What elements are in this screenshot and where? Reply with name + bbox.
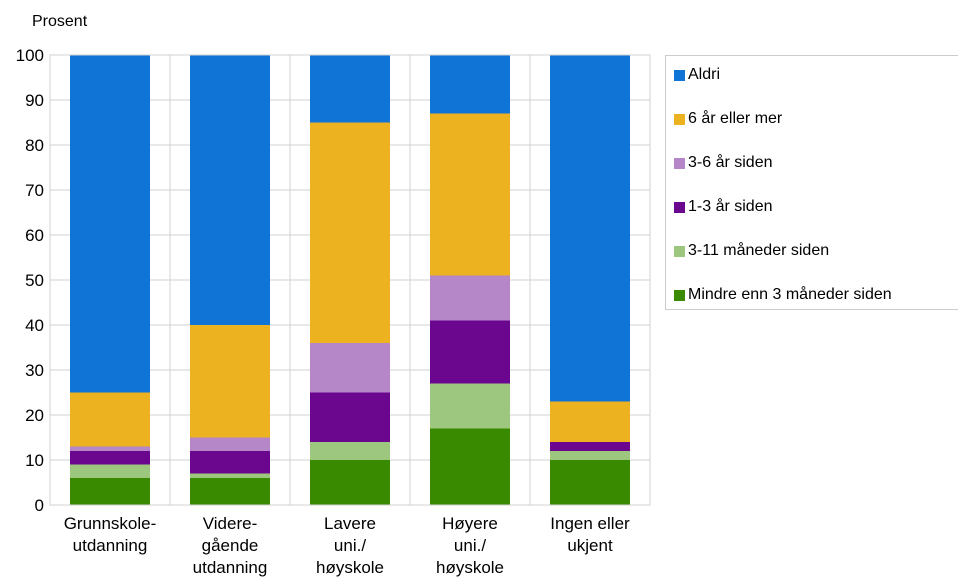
bar-segment bbox=[550, 55, 630, 402]
legend-item: Aldri bbox=[674, 66, 720, 84]
legend-label: 1-3 år siden bbox=[688, 198, 773, 215]
bar-segment bbox=[550, 442, 630, 451]
y-axis-ticks: 0 10 20 30 40 50 60 70 80 90 100 bbox=[16, 46, 44, 515]
y-tick-label: 100 bbox=[16, 46, 44, 65]
bar-segment bbox=[430, 113, 510, 276]
bar-segment bbox=[310, 392, 390, 442]
legend-label: 6 år eller mer bbox=[688, 110, 783, 127]
bar-segment bbox=[190, 451, 270, 474]
x-axis-ticks: Grunnskole-utdanning Videre-gående utdanni… bbox=[64, 514, 630, 577]
plot-area-border bbox=[49, 54, 651, 506]
legend-item: 6 år eller mer bbox=[674, 110, 782, 128]
y-tick-label: 80 bbox=[25, 136, 44, 155]
legend-swatch bbox=[674, 157, 685, 169]
legend-swatch bbox=[674, 289, 685, 301]
bar-segment bbox=[550, 401, 630, 442]
y-tick-label: 70 bbox=[25, 181, 44, 200]
legend-item: 3-11 måneder siden bbox=[674, 242, 829, 260]
legend-label: Aldri bbox=[688, 66, 721, 83]
bar-segment bbox=[70, 451, 150, 465]
bar-segment bbox=[550, 451, 630, 460]
bar-segment bbox=[310, 55, 390, 123]
bar-segment bbox=[190, 478, 270, 505]
bars bbox=[70, 55, 630, 505]
legend-item: 3-6 år siden bbox=[674, 154, 773, 172]
x-tick-label: Ingen eller ukjent bbox=[550, 514, 630, 555]
y-tick-label: 10 bbox=[25, 451, 44, 470]
x-tick-label: Lavere uni./høyskole bbox=[316, 514, 384, 577]
legend-item: 1-3 år siden bbox=[674, 198, 773, 216]
legend: Aldri 6 år eller mer 3-6 år siden 1-3 år si… bbox=[665, 55, 958, 310]
y-tick-label: 20 bbox=[25, 406, 44, 425]
legend-swatch bbox=[674, 113, 685, 125]
bar-segment bbox=[70, 478, 150, 505]
legend-item: Mindre enn 3 måneder siden bbox=[674, 286, 892, 304]
bar-segment bbox=[310, 343, 390, 393]
bar-segment bbox=[190, 473, 270, 478]
bar-segment bbox=[70, 55, 150, 393]
bar-segment bbox=[70, 392, 150, 447]
y-tick-label: 90 bbox=[25, 91, 44, 110]
legend-swatch bbox=[674, 201, 685, 213]
y-tick-label: 50 bbox=[25, 271, 44, 290]
bar-segment bbox=[550, 460, 630, 505]
bar-segment bbox=[430, 428, 510, 505]
x-tick-label: Grunnskole-utdanning bbox=[64, 514, 157, 555]
bar-segment bbox=[430, 275, 510, 321]
bar-segment bbox=[190, 325, 270, 438]
x-tick-label: Videre-gående utdanning bbox=[193, 514, 268, 577]
bar-segment bbox=[310, 442, 390, 460]
y-tick-label: 60 bbox=[25, 226, 44, 245]
bar-segment bbox=[430, 55, 510, 114]
legend-label: 3-11 måneder siden bbox=[688, 242, 830, 259]
bar-segment bbox=[430, 383, 510, 429]
bar-segment bbox=[190, 55, 270, 325]
y-tick-label: 40 bbox=[25, 316, 44, 335]
bar-segment bbox=[70, 446, 150, 451]
bar-segment bbox=[190, 437, 270, 451]
y-axis-label: Prosent bbox=[32, 13, 88, 30]
bar-segment bbox=[310, 460, 390, 505]
legend-swatch bbox=[674, 245, 685, 257]
legend-label: Mindre enn 3 måneder siden bbox=[688, 286, 892, 303]
legend-label: 3-6 år siden bbox=[688, 154, 773, 171]
bar-segment bbox=[70, 464, 150, 478]
bar-segment bbox=[430, 320, 510, 384]
x-tick-label: Høyere uni./høyskole bbox=[436, 514, 504, 577]
legend-swatch bbox=[674, 69, 685, 81]
y-tick-label: 0 bbox=[35, 496, 44, 515]
bar-segment bbox=[310, 122, 390, 343]
y-tick-label: 30 bbox=[25, 361, 44, 380]
